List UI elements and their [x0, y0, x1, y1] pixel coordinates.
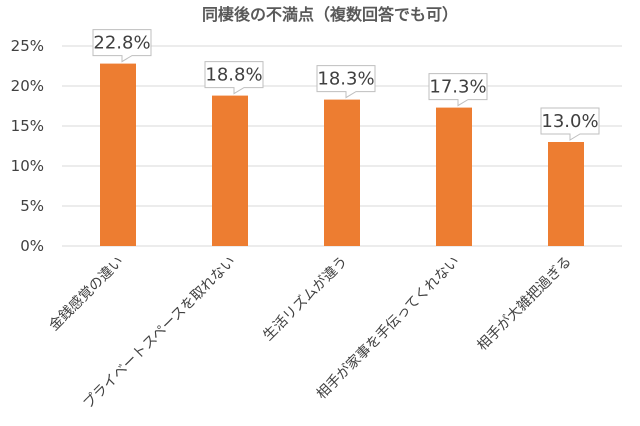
- chart-title: 同棲後の不満点（複数回答でも可）: [202, 5, 458, 24]
- data-label-box: [540, 107, 600, 141]
- category-label: 金銭感覚の違い: [46, 253, 127, 334]
- y-tick-label: 20%: [11, 77, 44, 95]
- bar: [436, 107, 472, 246]
- y-tick-label: 25%: [11, 37, 44, 55]
- data-label: 18.8%: [205, 65, 262, 86]
- y-tick-label: 0%: [20, 237, 44, 255]
- data-label: 18.3%: [317, 69, 374, 90]
- category-label: 生活リズムが違う: [260, 254, 351, 345]
- data-label-box: [316, 65, 376, 99]
- data-label-box: [428, 73, 488, 107]
- data-label-box: [92, 29, 152, 63]
- data-label-box: [204, 61, 264, 95]
- y-tick-label: 10%: [11, 157, 44, 175]
- data-label: 22.8%: [93, 33, 150, 54]
- data-label: 17.3%: [429, 77, 486, 98]
- bar: [100, 63, 136, 246]
- y-axis-ticks: 0% 5% 10% 15% 20% 25%: [11, 37, 44, 255]
- data-label: 13.0%: [541, 111, 598, 132]
- bars: [100, 63, 584, 246]
- y-tick-label: 5%: [20, 197, 44, 215]
- bar: [324, 99, 360, 246]
- data-labels: 22.8% 18.8% 18.3% 17.3% 13.0%: [92, 29, 600, 141]
- category-label: 相手が大雑把過ぎる: [474, 254, 574, 354]
- y-tick-label: 15%: [11, 117, 44, 135]
- bar: [212, 95, 248, 246]
- bar: [548, 142, 584, 246]
